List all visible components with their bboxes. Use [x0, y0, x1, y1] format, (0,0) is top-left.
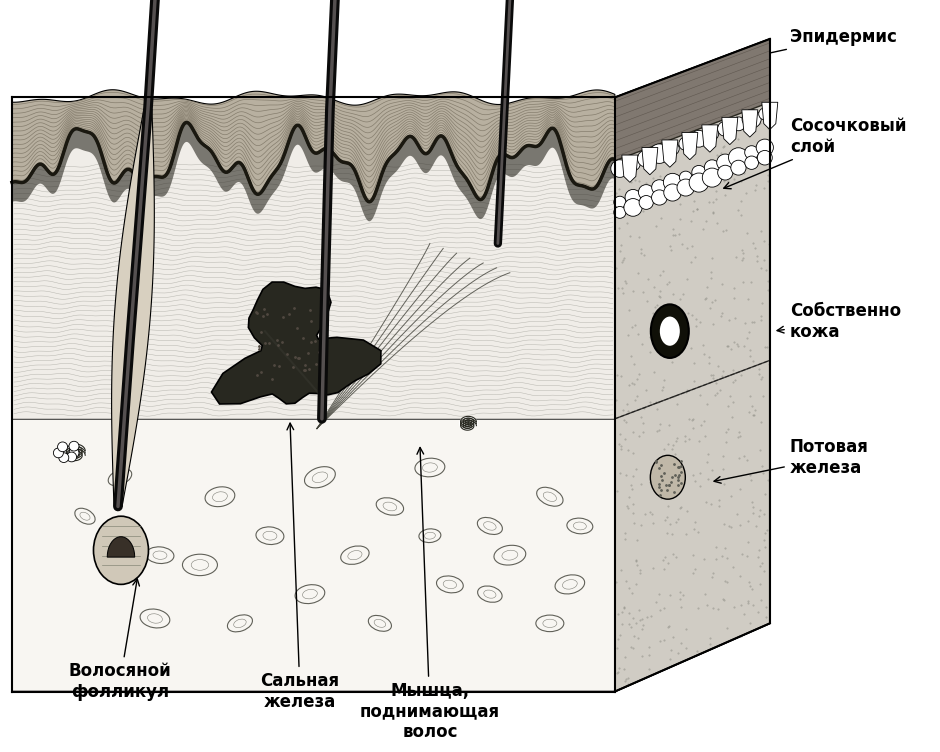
Ellipse shape [660, 317, 680, 346]
Circle shape [730, 160, 746, 175]
Circle shape [57, 442, 68, 452]
Polygon shape [615, 39, 770, 692]
Text: Потовая
железа: Потовая железа [714, 438, 869, 484]
Circle shape [744, 156, 759, 169]
Circle shape [664, 174, 682, 191]
Circle shape [717, 121, 733, 136]
Circle shape [759, 108, 771, 120]
Circle shape [689, 173, 709, 192]
Text: Сосочковый
слой: Сосочковый слой [724, 117, 906, 189]
Polygon shape [642, 147, 658, 174]
Polygon shape [761, 102, 777, 129]
Text: Сальная
железа: Сальная железа [260, 423, 339, 711]
Polygon shape [107, 537, 134, 557]
Circle shape [756, 139, 774, 156]
Polygon shape [212, 282, 381, 404]
Circle shape [637, 150, 655, 167]
Circle shape [664, 184, 682, 201]
Polygon shape [742, 110, 758, 137]
Circle shape [650, 144, 669, 163]
Circle shape [731, 117, 745, 131]
Circle shape [744, 146, 759, 159]
Circle shape [742, 110, 761, 128]
Circle shape [666, 142, 680, 155]
Polygon shape [12, 123, 615, 419]
Circle shape [625, 190, 641, 205]
Circle shape [716, 154, 734, 171]
Circle shape [651, 180, 667, 195]
Polygon shape [702, 125, 718, 152]
Polygon shape [615, 39, 770, 161]
Circle shape [59, 453, 69, 462]
Circle shape [54, 448, 63, 458]
Circle shape [692, 165, 706, 179]
Circle shape [626, 156, 640, 171]
Circle shape [614, 207, 626, 218]
Circle shape [69, 441, 79, 451]
Circle shape [67, 452, 76, 462]
Ellipse shape [93, 516, 149, 584]
Circle shape [690, 130, 708, 147]
Text: Волосяной
фолликул: Волосяной фолликул [69, 579, 171, 701]
Circle shape [69, 448, 79, 458]
Ellipse shape [650, 456, 685, 499]
Polygon shape [722, 117, 738, 144]
Circle shape [758, 150, 773, 165]
Ellipse shape [650, 305, 689, 358]
Polygon shape [662, 140, 678, 167]
Circle shape [679, 137, 693, 150]
Text: Собственно
кожа: Собственно кожа [777, 302, 901, 341]
Circle shape [638, 185, 654, 200]
Text: Эпидермис: Эпидермис [749, 28, 897, 59]
Circle shape [704, 160, 720, 175]
Circle shape [728, 147, 748, 167]
Circle shape [651, 190, 667, 205]
Text: Мышца,
поднимающая
волос: Мышца, поднимающая волос [360, 447, 500, 741]
Circle shape [680, 171, 692, 183]
Circle shape [624, 199, 642, 217]
Polygon shape [12, 89, 615, 202]
Circle shape [717, 165, 733, 180]
Polygon shape [112, 109, 154, 507]
Circle shape [639, 196, 653, 209]
Circle shape [677, 179, 695, 196]
Polygon shape [622, 155, 638, 182]
Circle shape [706, 127, 719, 140]
Polygon shape [12, 360, 770, 692]
Circle shape [702, 168, 722, 187]
Circle shape [611, 159, 629, 177]
Polygon shape [682, 132, 697, 159]
Circle shape [614, 196, 626, 208]
